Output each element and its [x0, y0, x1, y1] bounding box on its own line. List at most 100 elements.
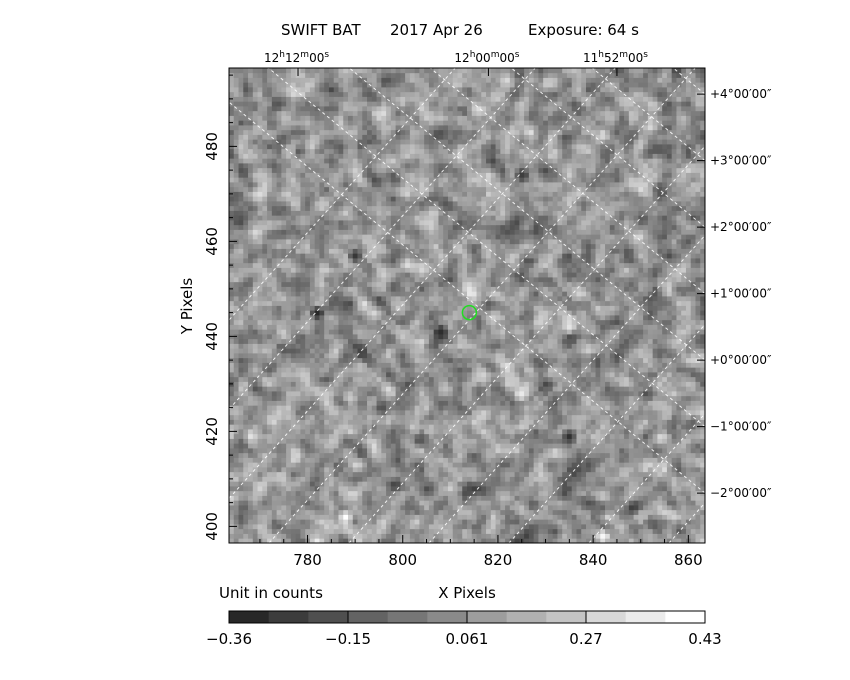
heatmap-cell — [271, 391, 277, 397]
heatmap-cell — [528, 538, 535, 544]
heatmap-cell — [486, 405, 492, 411]
heatmap-cell — [481, 381, 487, 387]
heatmap-cell — [333, 486, 339, 492]
heatmap-cell — [262, 443, 268, 449]
heatmap-cell — [348, 357, 354, 363]
heatmap-cell — [352, 462, 358, 468]
heatmap-cell — [357, 467, 363, 473]
heatmap-cell — [309, 495, 316, 501]
heatmap-cell — [243, 490, 249, 496]
heatmap-cell — [652, 386, 658, 392]
heatmap-cell — [419, 433, 425, 439]
heatmap-cell — [643, 372, 649, 378]
heatmap-cell — [681, 438, 687, 444]
heatmap-cell — [605, 519, 611, 525]
heatmap-cell — [286, 419, 292, 425]
heatmap-cell — [252, 410, 258, 416]
heatmap-cell — [324, 538, 330, 544]
heatmap-cell — [276, 395, 282, 401]
heatmap-cell — [533, 538, 539, 544]
heatmap-cell — [233, 353, 239, 359]
heatmap-cell — [324, 353, 330, 359]
heatmap-cell — [519, 486, 525, 492]
heatmap-cell — [619, 481, 625, 487]
heatmap-cell — [328, 486, 335, 492]
heatmap-cell — [619, 528, 625, 534]
heatmap-cell — [438, 338, 444, 344]
heatmap-cell — [490, 429, 496, 435]
heatmap-cell — [424, 405, 430, 411]
heatmap-cell — [562, 509, 568, 515]
heatmap-cell — [486, 490, 492, 496]
heatmap-cell — [547, 381, 554, 387]
heatmap-cell — [690, 324, 696, 330]
heatmap-cell — [557, 467, 563, 473]
heatmap-cell — [338, 457, 344, 463]
heatmap-cell — [495, 452, 501, 458]
heatmap-cell — [386, 443, 392, 449]
heatmap-cell — [362, 334, 368, 340]
heatmap-cell — [290, 372, 297, 378]
heatmap-cell — [476, 424, 482, 430]
heatmap-cell — [509, 338, 515, 344]
heatmap-cell — [676, 433, 682, 439]
heatmap-cell — [300, 405, 306, 411]
heatmap-cell — [590, 357, 596, 363]
heatmap-cell — [647, 457, 654, 463]
heatmap-cell — [633, 400, 639, 406]
heatmap-cell — [229, 424, 235, 430]
heatmap-cell — [281, 490, 287, 496]
heatmap-cell — [476, 391, 482, 397]
heatmap-cell — [643, 505, 649, 511]
heatmap-cell — [590, 448, 596, 454]
heatmap-cell — [633, 524, 639, 530]
heatmap-cell — [428, 386, 435, 392]
heatmap-cell — [505, 400, 511, 406]
heatmap-cell — [505, 329, 511, 335]
heatmap-cell — [233, 538, 239, 544]
heatmap-cell — [405, 348, 411, 354]
heatmap-cell — [419, 310, 425, 316]
heatmap-cell — [400, 362, 406, 368]
heatmap-cell — [252, 395, 258, 401]
heatmap-cell — [409, 443, 416, 449]
heatmap-cell — [586, 443, 592, 449]
heatmap-cell — [600, 357, 606, 363]
heatmap-cell — [238, 310, 244, 316]
heatmap-cell — [552, 381, 558, 387]
heatmap-cell — [662, 395, 668, 401]
heatmap-cell — [309, 443, 316, 449]
heatmap-cell — [505, 476, 511, 482]
heatmap-cell — [362, 319, 368, 325]
heatmap-cell — [462, 528, 468, 534]
heatmap-cell — [671, 448, 677, 454]
heatmap-cell — [600, 376, 606, 382]
heatmap-cell — [552, 386, 558, 392]
heatmap-cell — [586, 519, 592, 525]
heatmap-cell — [614, 353, 620, 359]
heatmap-cell — [533, 334, 539, 340]
heatmap-cell — [371, 353, 377, 359]
heatmap-cell — [490, 424, 496, 430]
heatmap-cell — [338, 438, 344, 444]
heatmap-cell — [562, 457, 568, 463]
heatmap-cell — [481, 329, 487, 335]
heatmap-cell — [305, 443, 311, 449]
heatmap-cell — [338, 452, 344, 458]
heatmap-cell — [276, 500, 282, 506]
heatmap-cell — [386, 519, 392, 525]
heatmap-cell — [528, 315, 535, 321]
heatmap-cell — [595, 443, 601, 449]
heatmap-cell — [267, 319, 273, 325]
heatmap-cell — [528, 495, 535, 501]
heatmap-cell — [262, 495, 268, 501]
heatmap-cell — [490, 457, 496, 463]
heatmap-cell — [681, 486, 687, 492]
heatmap-cell — [657, 338, 663, 344]
heatmap-cell — [519, 410, 525, 416]
heatmap-cell — [286, 324, 292, 330]
heatmap-cell — [685, 381, 692, 387]
heatmap-cell — [467, 452, 473, 458]
heatmap-cell — [262, 414, 268, 420]
heatmap-cell — [295, 367, 301, 373]
